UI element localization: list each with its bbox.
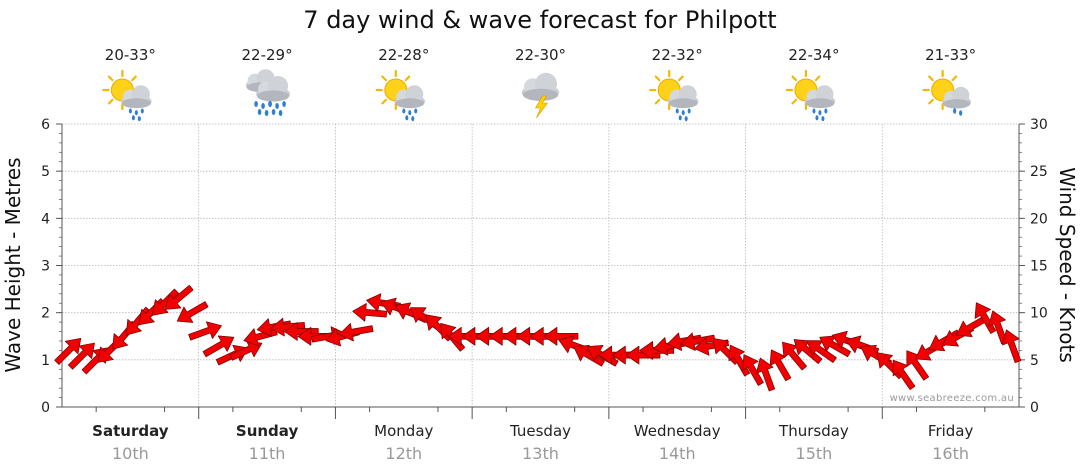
day-name-label: Saturday <box>92 422 169 440</box>
wind-arrow <box>819 335 851 358</box>
temperature-range: 22-28° <box>378 46 429 64</box>
day-name-label: Wednesday <box>634 422 721 440</box>
day-date-label: 11th <box>249 444 286 463</box>
day-date-label: 14th <box>659 444 696 463</box>
day-date-label: 13th <box>522 444 559 463</box>
wind-arrow <box>352 303 388 322</box>
day-date-label: 12th <box>385 444 422 463</box>
sun-cloud-rain-icon <box>375 69 426 122</box>
right-axis-ticks: 0 5 10 15 20 25 30 <box>1019 117 1048 416</box>
day-name-label: Monday <box>374 422 433 440</box>
wind-arrow <box>164 284 194 310</box>
wind-arrow <box>229 340 263 361</box>
wind-arrow <box>755 357 776 392</box>
wind-arrow <box>202 335 235 358</box>
day-date-label: 10th <box>112 444 149 463</box>
day-name-label: Sunday <box>236 422 299 440</box>
temperature-range: 20-33° <box>105 46 156 64</box>
right-tick-label: 15 <box>1030 259 1048 275</box>
temperature-range: 21-33° <box>925 46 976 64</box>
chart-title: 7 day wind & wave forecast for Philpott <box>303 6 776 34</box>
day-labels: Saturday 10th Sunday 11th Monday 12th Tuesday 1… <box>92 422 973 463</box>
wind-arrow <box>806 340 837 363</box>
left-tick-label: 0 <box>41 400 50 416</box>
wind-arrow-series <box>54 284 1022 392</box>
wind-arrow <box>906 350 930 381</box>
right-axis-title: Wind Speed - Knots <box>1055 167 1079 363</box>
day-name-label: Friday <box>928 422 974 440</box>
left-axis-ticks: 0 1 2 3 4 5 6 <box>41 117 62 416</box>
wind-arrow <box>742 354 764 386</box>
right-tick-label: 30 <box>1030 117 1048 133</box>
wind-arrow <box>270 317 306 337</box>
sun-cloud-rain-icon <box>102 69 152 122</box>
wind-arrow <box>152 288 179 316</box>
wind-arrow <box>543 326 579 346</box>
day-name-label: Tuesday <box>509 422 571 440</box>
wind-arrow <box>782 341 807 371</box>
wind-arrow <box>769 349 792 382</box>
right-tick-label: 0 <box>1030 400 1039 416</box>
wind-arrow <box>283 322 319 341</box>
heavy-rain-cloud-icon <box>245 69 291 116</box>
day-date-label: 16th <box>932 444 969 463</box>
left-tick-label: 5 <box>41 164 50 180</box>
left-tick-label: 6 <box>41 117 50 133</box>
wind-arrow <box>680 332 716 351</box>
left-axis-title: Wave Height - Metres <box>1 157 25 372</box>
wind-arrow <box>573 344 605 367</box>
right-tick-label: 20 <box>1030 211 1048 227</box>
wind-arrow <box>974 302 997 334</box>
watermark: www.seabreeze.com.au <box>890 393 1014 404</box>
left-tick-label: 4 <box>41 211 50 227</box>
left-tick-label: 2 <box>41 306 50 322</box>
weather-icon-row <box>102 69 972 122</box>
temperature-range: 22-34° <box>788 46 839 64</box>
thunderstorm-icon <box>521 72 560 119</box>
day-date-label: 15th <box>796 444 833 463</box>
temperature-range: 22-30° <box>515 46 566 64</box>
wind-arrow <box>188 321 222 341</box>
sun-cloud-rain-icon <box>649 69 699 122</box>
temperature-range: 22-32° <box>652 46 703 64</box>
wind-arrow <box>1002 329 1022 364</box>
wind-arrow <box>892 359 916 390</box>
sun-cloud-shower-icon <box>922 69 972 116</box>
right-tick-label: 25 <box>1030 164 1048 180</box>
left-tick-label: 3 <box>41 259 50 275</box>
temperature-range: 22-29° <box>242 46 293 64</box>
right-tick-label: 5 <box>1030 353 1039 369</box>
right-tick-label: 10 <box>1030 306 1048 322</box>
sun-cloud-rain-icon <box>785 69 836 122</box>
day-name-label: Thursday <box>778 422 849 440</box>
left-tick-label: 1 <box>41 353 50 369</box>
temperature-row: 20-33° 22-29° 22-28° 22-30° 22-32° 22-34° 21-3… <box>105 46 976 64</box>
wind-arrow <box>176 301 209 323</box>
lightning-bolt <box>534 95 549 119</box>
wind-arrow <box>793 339 823 364</box>
wind-arrow <box>338 322 374 342</box>
